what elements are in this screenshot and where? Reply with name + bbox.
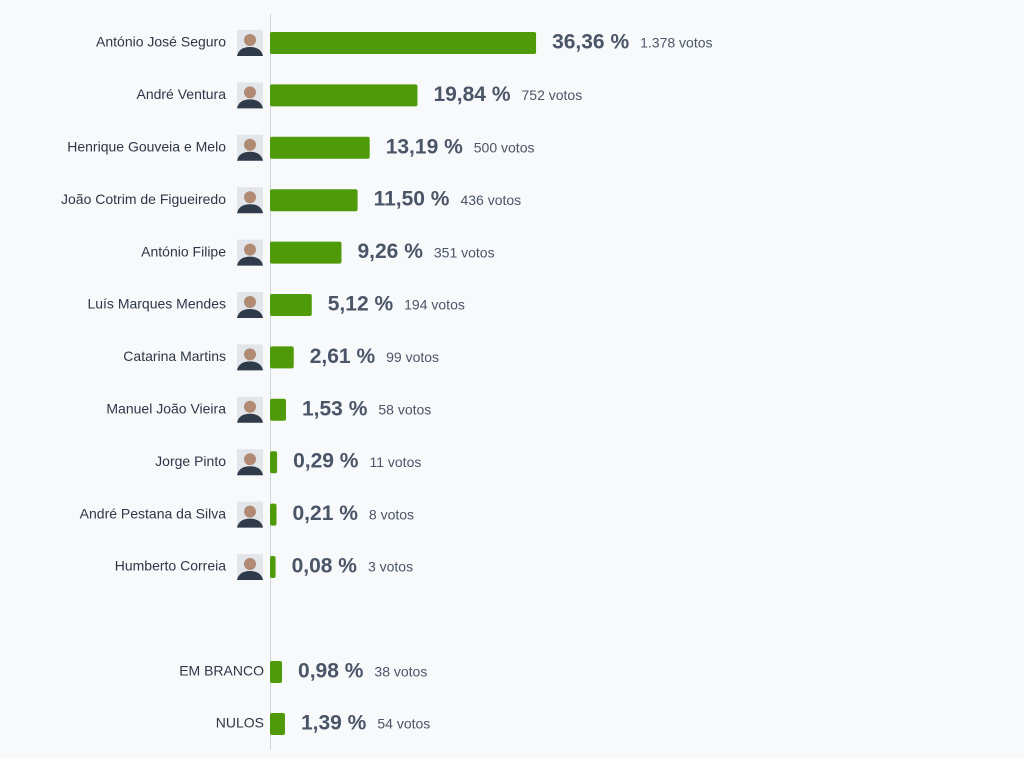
- bar: [270, 241, 342, 264]
- photo-head: [244, 400, 256, 413]
- photo-head: [244, 243, 256, 256]
- photo-head: [244, 296, 256, 308]
- votes-label: 752 votos: [522, 87, 583, 103]
- category-label: Humberto Correia: [115, 558, 226, 574]
- percent-label: 13,19 %: [386, 135, 463, 158]
- votes-label: 8 votos: [369, 506, 414, 522]
- percent-label: 1,39 %: [301, 712, 367, 735]
- votes-label: 194 votos: [404, 297, 465, 313]
- photo-head: [244, 453, 256, 466]
- votes-label: 11 votos: [369, 454, 421, 470]
- photo-body: [237, 413, 263, 423]
- photo-body: [237, 361, 263, 371]
- photo-body: [237, 151, 263, 161]
- photo-head: [244, 86, 256, 99]
- candidate-photo: [237, 82, 263, 109]
- category-label: António José Seguro: [96, 34, 226, 50]
- bar: [270, 556, 276, 578]
- votes-label: 3 votos: [368, 559, 413, 575]
- category-label: Jorge Pinto: [155, 453, 226, 469]
- photo-head: [244, 138, 256, 151]
- votes-label: 500 votos: [474, 140, 535, 156]
- votes-label: 1.378 votos: [640, 35, 712, 51]
- category-label: EM BRANCO: [179, 663, 264, 679]
- votes-label: 54 votos: [377, 716, 430, 732]
- photo-body: [237, 466, 263, 476]
- photo-body: [237, 571, 263, 580]
- category-label: Henrique Gouveia e Melo: [67, 139, 226, 155]
- percent-label: 0,29 %: [293, 450, 359, 473]
- category-label: André Ventura: [136, 86, 226, 102]
- photo-body: [237, 309, 263, 318]
- bar: [270, 713, 285, 735]
- votes-label: 99 votos: [386, 349, 439, 365]
- percent-label: 1,53 %: [302, 397, 368, 420]
- photo-body: [237, 99, 263, 109]
- percent-label: 5,12 %: [328, 293, 394, 316]
- percent-label: 0,21 %: [293, 502, 359, 525]
- photo-body: [237, 256, 263, 266]
- photo-head: [244, 191, 256, 204]
- votes-label: 58 votos: [378, 402, 431, 418]
- bar: [270, 136, 370, 159]
- photo-body: [237, 518, 263, 528]
- category-label: NULOS: [216, 715, 264, 731]
- bar: [270, 503, 277, 526]
- votes-label: 351 votos: [434, 244, 495, 260]
- candidate-photo: [237, 187, 263, 214]
- bar: [270, 661, 283, 683]
- bar: [270, 346, 294, 369]
- candidate-photo: [237, 30, 263, 56]
- candidate-photo: [237, 239, 263, 266]
- percent-label: 0,98 %: [298, 660, 364, 683]
- category-label: André Pestana da Silva: [80, 505, 227, 521]
- percent-label: 0,08 %: [292, 555, 358, 578]
- percent-label: 9,26 %: [357, 240, 423, 263]
- bar: [270, 451, 278, 474]
- bar: [270, 398, 286, 421]
- photo-head: [244, 505, 256, 518]
- category-label: Catarina Martins: [123, 348, 226, 364]
- candidate-photo: [237, 396, 263, 423]
- bar: [270, 294, 312, 316]
- candidate-photo: [237, 134, 263, 161]
- candidate-photo: [237, 554, 263, 580]
- photo-head: [244, 34, 256, 46]
- photo-body: [237, 204, 263, 214]
- photo-head: [244, 348, 256, 361]
- votes-label: 436 votos: [460, 192, 521, 208]
- category-label: Luís Marques Mendes: [87, 296, 226, 312]
- category-label: Manuel João Vieira: [106, 401, 226, 417]
- candidate-photo: [237, 292, 263, 318]
- photo-head: [244, 558, 256, 570]
- bar: [270, 32, 537, 54]
- candidate-photo: [237, 501, 263, 528]
- percent-label: 2,61 %: [310, 345, 376, 368]
- candidate-photo: [237, 449, 263, 476]
- photo-body: [237, 47, 263, 56]
- bar: [270, 84, 418, 107]
- bar: [270, 189, 358, 212]
- percent-label: 11,50 %: [374, 188, 450, 211]
- votes-label: 38 votos: [374, 664, 427, 680]
- candidate-photo: [237, 344, 263, 371]
- category-label: João Cotrim de Figueiredo: [61, 191, 226, 207]
- category-label: António Filipe: [141, 243, 226, 259]
- percent-label: 36,36 %: [552, 31, 629, 54]
- percent-label: 19,84 %: [433, 83, 510, 106]
